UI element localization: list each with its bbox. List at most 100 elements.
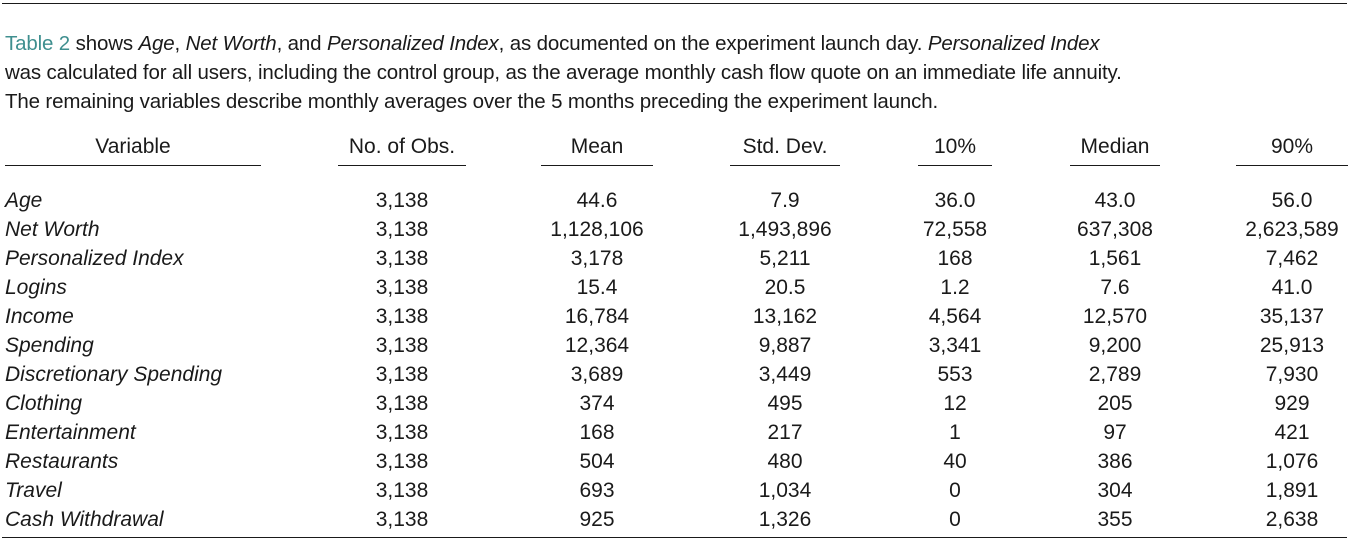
top-rule [2, 3, 1347, 4]
header-std-dev: Std. Dev. [730, 134, 840, 166]
cell-p90: 421 [1274, 421, 1310, 444]
cell-variable: Cash Withdrawal [5, 508, 164, 531]
cell-variable: Age [5, 189, 43, 212]
cell-obs: 3,138 [375, 479, 429, 502]
cell-p10: 12 [943, 392, 967, 415]
cell-p10: 0 [949, 508, 961, 531]
cell-variable: Net Worth [5, 218, 100, 241]
cell-median: 205 [1097, 392, 1133, 415]
cell-median: 2,789 [1088, 363, 1142, 386]
table-row: Personalized Index 3,138 3,178 5,211 168 1,56… [0, 244, 1349, 273]
header-label: Std. Dev. [742, 135, 828, 158]
cell-variable: Spending [5, 334, 94, 357]
header-label: Median [1080, 135, 1150, 158]
table-row: Net Worth 3,138 1,128,106 1,493,896 72,558 63… [0, 215, 1349, 244]
header-underline [918, 165, 992, 166]
cell-p90: 25,913 [1259, 334, 1325, 357]
cell-p90: 1,891 [1265, 479, 1319, 502]
cell-mean: 16,784 [564, 305, 630, 328]
cell-variable: Personalized Index [5, 247, 184, 270]
table-row: Age 3,138 44.6 7.9 36.0 43.0 56.0 [0, 186, 1349, 215]
header-obs: No. of Obs. [338, 134, 466, 166]
cell-std-dev: 495 [767, 392, 803, 415]
cell-p90: 1,076 [1265, 450, 1319, 473]
cell-median: 304 [1097, 479, 1133, 502]
cell-std-dev: 217 [767, 421, 803, 444]
cell-variable: Travel [5, 479, 62, 502]
caption-emphasis: Net Worth [185, 32, 277, 55]
cell-p90: 7,462 [1265, 247, 1319, 270]
cell-p10: 168 [937, 247, 973, 270]
header-label: 10% [933, 135, 977, 158]
cell-std-dev: 13,162 [752, 305, 818, 328]
caption-text: shows [70, 32, 139, 55]
caption-emphasis: Age [138, 32, 175, 55]
caption-emphasis: Personalized Index [927, 32, 1100, 55]
cell-obs: 3,138 [375, 508, 429, 531]
header-median: Median [1070, 134, 1160, 166]
caption-text: , and [276, 32, 327, 55]
cell-p10: 1 [949, 421, 961, 444]
table-row: Travel 3,138 693 1,034 0 304 1,891 [0, 476, 1349, 505]
caption-emphasis: Personalized Index [326, 32, 499, 55]
cell-median: 1,561 [1088, 247, 1142, 270]
table-row: Income 3,138 16,784 13,162 4,564 12,570 35,137 [0, 302, 1349, 331]
caption-line-2: was calculated for all users, including … [5, 61, 1122, 84]
cell-obs: 3,138 [375, 247, 429, 270]
cell-std-dev: 7.9 [770, 189, 800, 212]
header-label: 90% [1270, 135, 1314, 158]
cell-obs: 3,138 [375, 276, 429, 299]
header-variable: Variable [5, 134, 261, 166]
table-reference-link[interactable]: Table 2 [5, 32, 71, 55]
cell-p90: 41.0 [1271, 276, 1313, 299]
cell-obs: 3,138 [375, 334, 429, 357]
cell-variable: Logins [5, 276, 67, 299]
cell-p90: 56.0 [1271, 189, 1313, 212]
cell-mean: 12,364 [564, 334, 630, 357]
cell-mean: 1,128,106 [550, 218, 644, 241]
cell-p90: 2,638 [1265, 508, 1319, 531]
cell-std-dev: 1,493,896 [738, 218, 832, 241]
cell-variable: Income [5, 305, 74, 328]
cell-obs: 3,138 [375, 363, 429, 386]
header-p10: 10% [918, 134, 992, 166]
cell-p10: 3,341 [928, 334, 982, 357]
cell-mean: 374 [579, 392, 615, 415]
cell-mean: 168 [579, 421, 615, 444]
cell-obs: 3,138 [375, 421, 429, 444]
cell-mean: 3,689 [570, 363, 624, 386]
caption-text: , as documented on the experiment launch… [498, 32, 928, 55]
cell-median: 7.6 [1100, 276, 1130, 299]
cell-obs: 3,138 [375, 450, 429, 473]
header-underline [5, 165, 261, 166]
table-row: Discretionary Spending 3,138 3,689 3,449 553… [0, 360, 1349, 389]
cell-obs: 3,138 [375, 305, 429, 328]
cell-p90: 2,623,589 [1245, 218, 1339, 241]
table-row: Logins 3,138 15.4 20.5 1.2 7.6 41.0 [0, 273, 1349, 302]
table-body: Age 3,138 44.6 7.9 36.0 43.0 56.0 Net Worth 3,13… [0, 186, 1349, 534]
cell-std-dev: 5,211 [759, 247, 811, 270]
header-underline [730, 165, 840, 166]
cell-std-dev: 20.5 [764, 276, 806, 299]
cell-median: 386 [1097, 450, 1133, 473]
header-underline [541, 165, 653, 166]
cell-p10: 40 [943, 450, 967, 473]
cell-std-dev: 3,449 [758, 363, 812, 386]
cell-median: 43.0 [1094, 189, 1136, 212]
cell-p90: 7,930 [1265, 363, 1319, 386]
header-label: Mean [570, 135, 624, 158]
cell-obs: 3,138 [375, 392, 429, 415]
cell-median: 637,308 [1077, 218, 1153, 241]
table-row: Cash Withdrawal 3,138 925 1,326 0 355 2,638 [0, 505, 1349, 534]
cell-mean: 44.6 [576, 189, 618, 212]
cell-mean: 504 [579, 450, 615, 473]
header-mean: Mean [541, 134, 653, 166]
header-p90: 90% [1236, 134, 1348, 166]
header-label: Variable [95, 135, 171, 158]
cell-mean: 3,178 [570, 247, 624, 270]
cell-p10: 72,558 [922, 218, 988, 241]
cell-p90: 35,137 [1259, 305, 1325, 328]
cell-mean: 693 [579, 479, 615, 502]
cell-median: 97 [1103, 421, 1127, 444]
table-row: Entertainment 3,138 168 217 1 97 421 [0, 418, 1349, 447]
